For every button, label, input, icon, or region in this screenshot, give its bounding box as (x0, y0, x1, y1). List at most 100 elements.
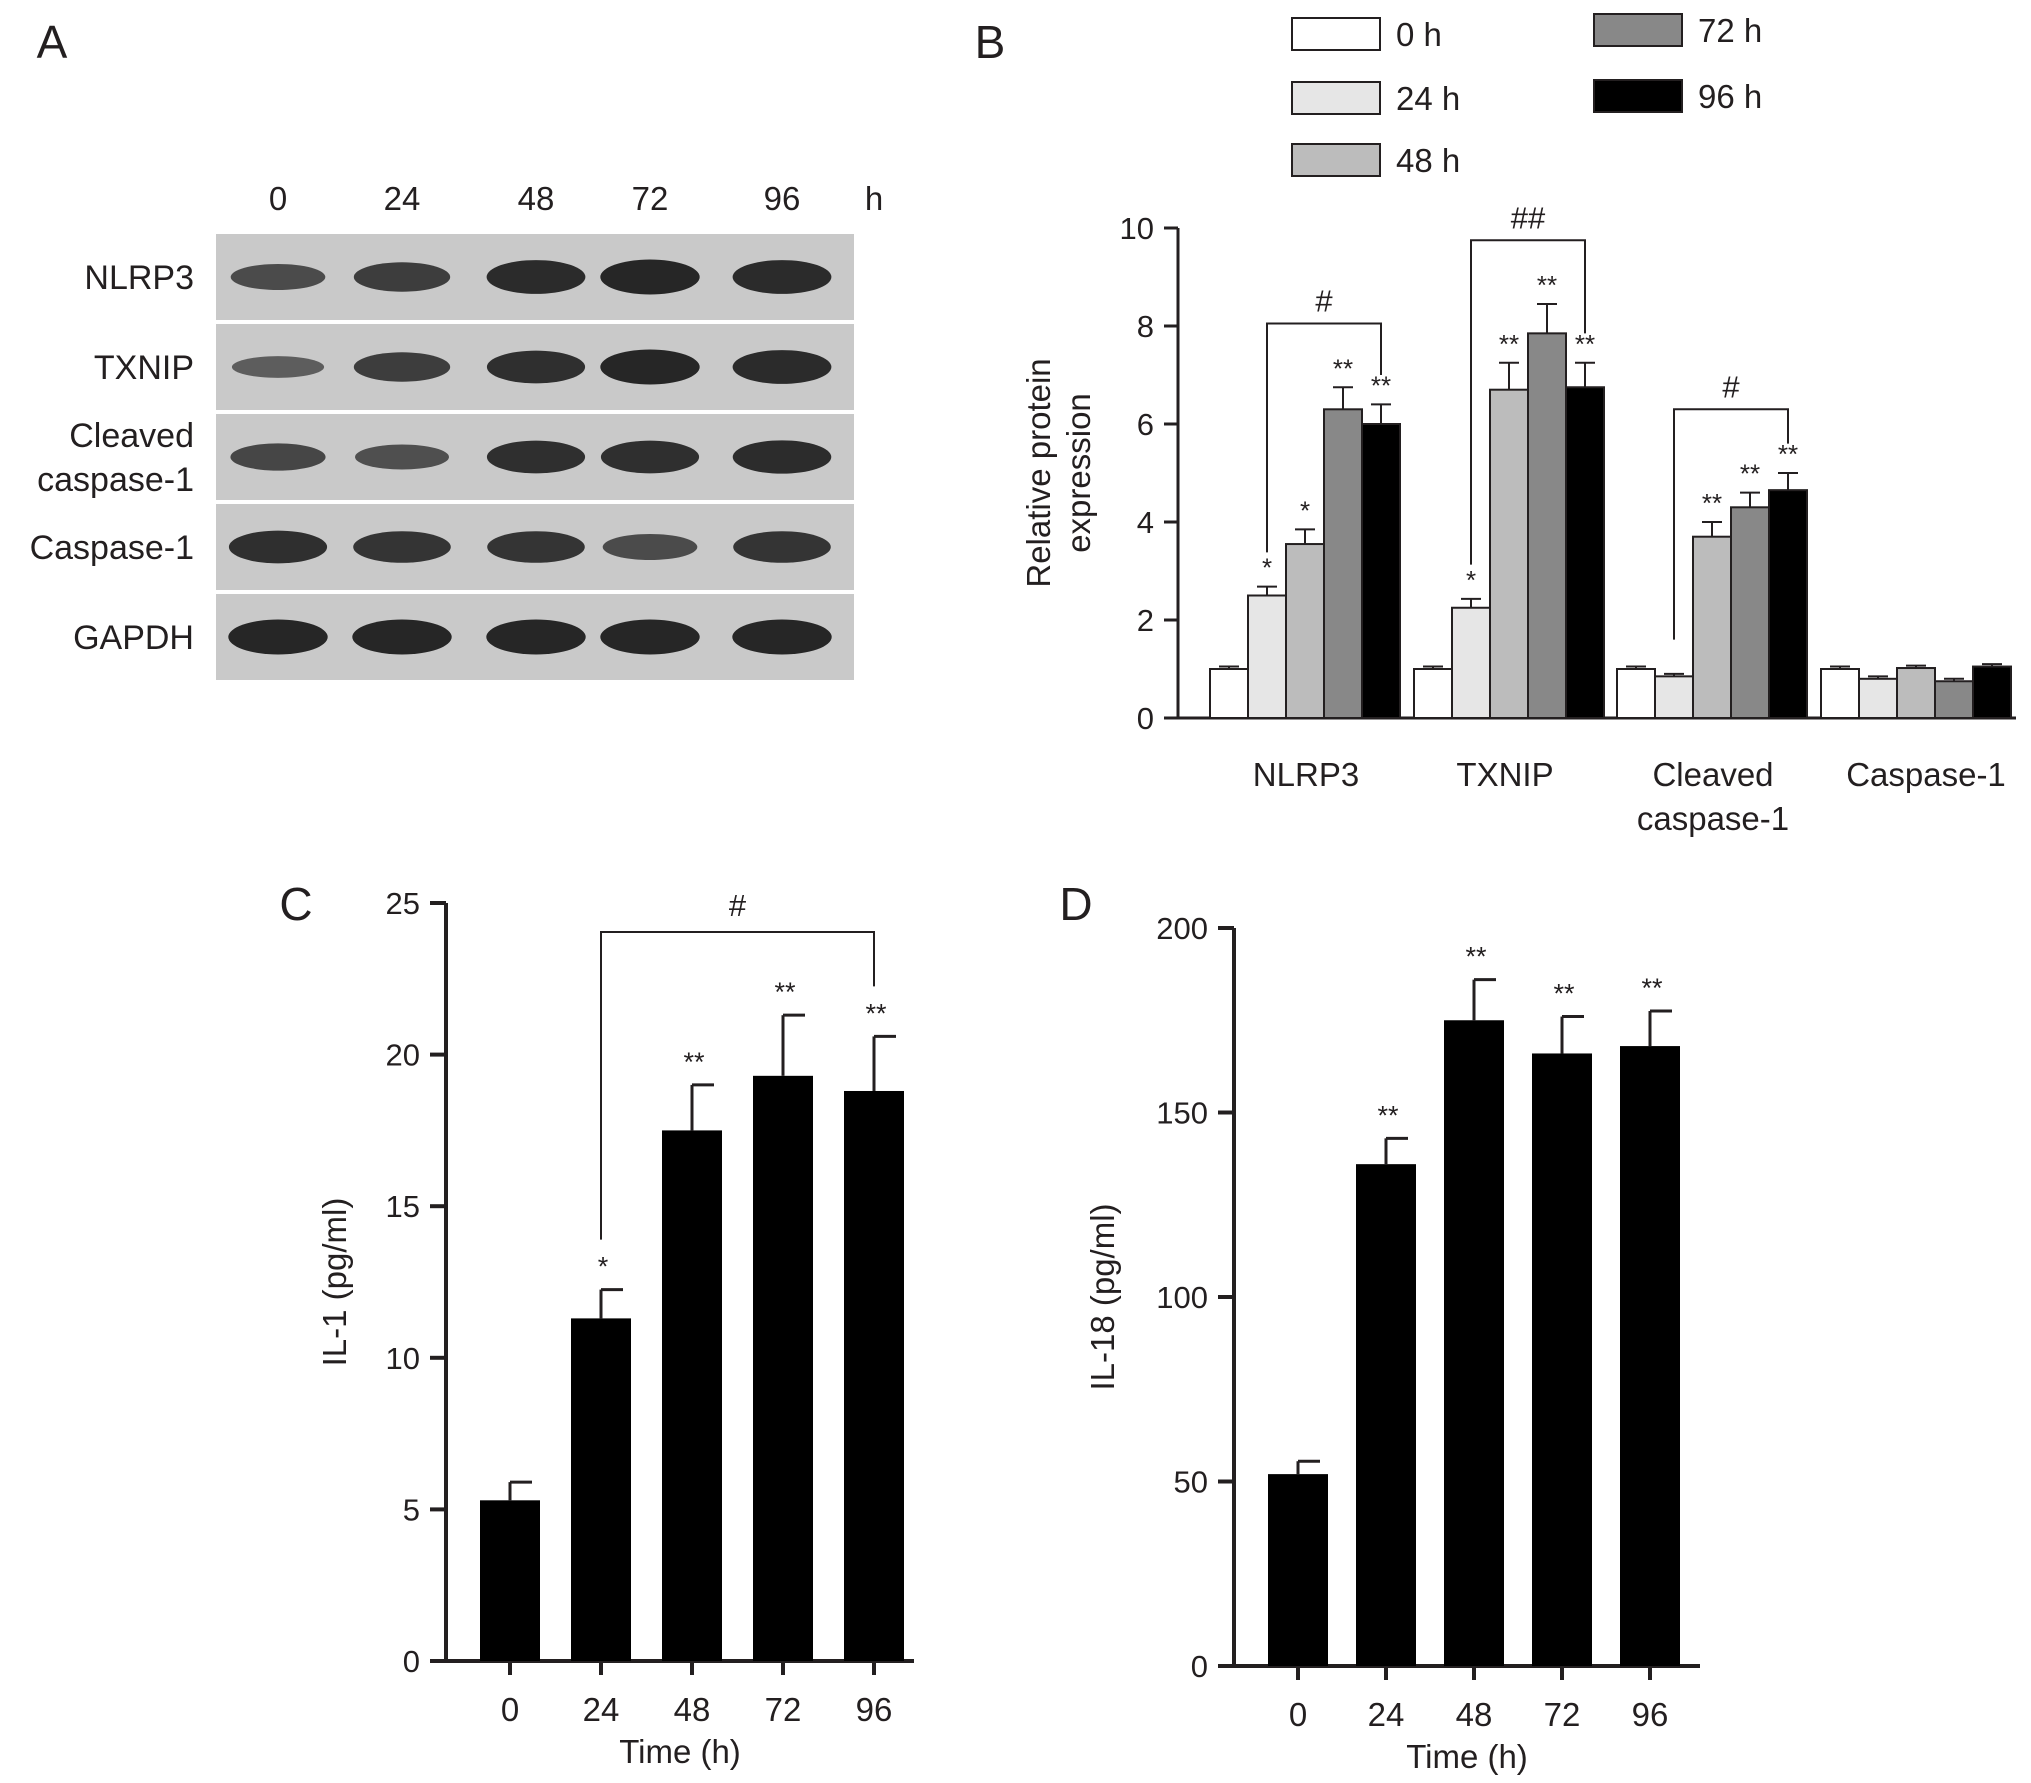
blot-band (733, 531, 831, 563)
x-category-label: caspase-1 (1637, 800, 1789, 837)
legend-swatch (1593, 79, 1683, 113)
x-axis-label: Time (h) (1406, 1738, 1528, 1775)
significance-marker: ** (1641, 973, 1663, 1003)
bar (1268, 1474, 1328, 1666)
bar (571, 1318, 631, 1661)
x-tick-label: 72 (1544, 1696, 1581, 1733)
legend-label: 0 h (1396, 16, 1442, 53)
bar (480, 1500, 540, 1661)
bar (1565, 386, 1605, 719)
bar (1356, 1164, 1416, 1666)
comparison-bracket (600, 931, 875, 1240)
x-tick-label: 96 (856, 1691, 893, 1728)
y-axis-label: IL-18 (pg/ml) (1084, 1203, 1121, 1390)
bar (1616, 668, 1656, 719)
significance-marker: * (1466, 565, 1476, 595)
blot-row-label: Cleaved (69, 417, 194, 455)
bar (1896, 667, 1936, 720)
blot-row-label: GAPDH (73, 619, 194, 657)
blot-row-label: Caspase-1 (30, 529, 194, 567)
blot-row-label: TXNIP (94, 349, 194, 387)
x-category-label: Cleaved (1652, 756, 1773, 793)
significance-marker: ** (683, 1047, 705, 1077)
bar (1323, 408, 1363, 719)
y-tick-label: 10 (1120, 211, 1154, 246)
blot-band (600, 440, 700, 474)
bar (1692, 535, 1732, 720)
bar (1768, 489, 1808, 719)
bar (1620, 1046, 1680, 1666)
blot-band (486, 619, 586, 655)
comparison-label: # (1315, 284, 1333, 319)
significance-marker: ** (1377, 1100, 1399, 1130)
blot-band (353, 262, 451, 292)
blot-row-label: caspase-1 (37, 461, 194, 499)
bar (1858, 677, 1898, 719)
y-tick-label: 150 (1156, 1096, 1208, 1131)
legend-label: 24 h (1396, 80, 1460, 117)
blot-band (228, 619, 328, 655)
y-tick-label: 200 (1156, 911, 1208, 946)
blot-band (602, 533, 698, 561)
blot-time-label: 96 (764, 180, 801, 217)
y-tick-label: 0 (403, 1644, 420, 1679)
y-tick-label: 8 (1137, 309, 1154, 344)
bar (1444, 1020, 1504, 1666)
legend-swatch (1291, 81, 1381, 115)
comparison-bracket (1470, 239, 1586, 565)
bar (1247, 594, 1287, 719)
blot-band (732, 260, 832, 294)
blot-time-label: 48 (518, 180, 555, 217)
bar (662, 1130, 722, 1661)
significance-marker: ** (865, 998, 887, 1028)
comparison-bracket (1673, 408, 1789, 640)
x-category-label: TXNIP (1456, 756, 1553, 793)
comparison-label: # (729, 888, 747, 923)
panel-a-western-blot: A 0 24 48 72 96 h NLRP3 TXNIP Cleaved caspase-1 Cas… (30, 16, 883, 680)
x-tick-label: 24 (1368, 1696, 1405, 1733)
blot-row-label: NLRP3 (84, 259, 194, 297)
y-tick-label: 15 (386, 1189, 420, 1224)
bar (1285, 543, 1325, 719)
bar (1820, 668, 1860, 719)
panel-d-il18-chart: D 0 50 100 150 200 IL-18 (pg/ml) 0 ** 24 ** 48 ** 72 *… (1059, 878, 1700, 1775)
x-tick-label: 0 (501, 1691, 519, 1728)
y-tick-label: 50 (1174, 1465, 1208, 1500)
comparison-bracket (1266, 322, 1382, 553)
y-tick-label: 100 (1156, 1280, 1208, 1315)
significance-marker: ** (1553, 979, 1575, 1009)
bar (1654, 675, 1694, 719)
legend-swatch (1291, 17, 1381, 51)
significance-marker: ** (1702, 488, 1722, 518)
panel-letter-a: A (37, 16, 68, 68)
significance-marker: * (1262, 553, 1272, 583)
legend-label: 72 h (1698, 12, 1762, 49)
bar (1361, 423, 1401, 719)
x-category-label: Caspase-1 (1846, 756, 2006, 793)
blot-band (486, 260, 586, 294)
bar (1413, 668, 1453, 719)
blot-band (353, 531, 451, 563)
significance-marker: ** (774, 977, 796, 1007)
comparison-label: # (1722, 369, 1740, 404)
y-tick-label: 10 (386, 1341, 420, 1376)
blot-band (228, 530, 328, 564)
y-tick-label: 4 (1137, 505, 1154, 540)
blot-band (600, 619, 700, 655)
significance-marker: ** (1371, 370, 1391, 400)
significance-marker: ** (1537, 270, 1557, 300)
bar (1489, 388, 1529, 719)
bar (844, 1090, 904, 1661)
blot-band (732, 619, 832, 655)
significance-marker: ** (1575, 329, 1595, 359)
blot-band (353, 352, 451, 382)
blot-band (352, 619, 452, 655)
panel-c-il1-chart: C 0 5 10 15 20 25 IL-1 (pg/ml) 0 * 24 ** 48 ** 72 ** 96 T… (279, 878, 914, 1770)
x-tick-label: 0 (1289, 1696, 1307, 1733)
bar (1209, 668, 1249, 719)
x-tick-label: 48 (674, 1691, 711, 1728)
panel-letter-d: D (1059, 878, 1092, 930)
y-tick-label: 25 (386, 886, 420, 921)
